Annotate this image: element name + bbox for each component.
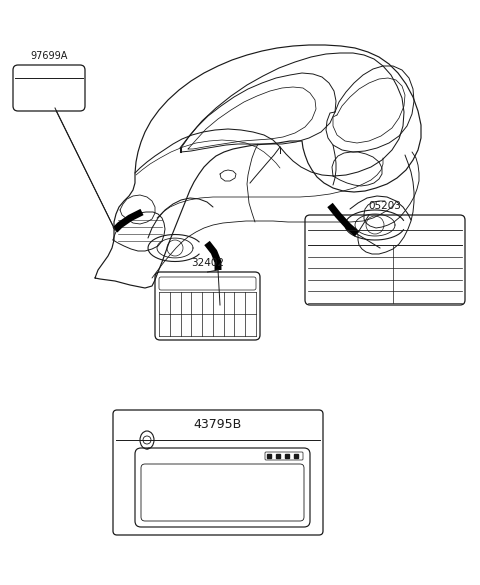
Text: 32402: 32402 [191,258,224,268]
Text: 97699A: 97699A [30,51,68,61]
Text: 05203: 05203 [369,201,401,211]
Text: 43795B: 43795B [194,418,242,432]
